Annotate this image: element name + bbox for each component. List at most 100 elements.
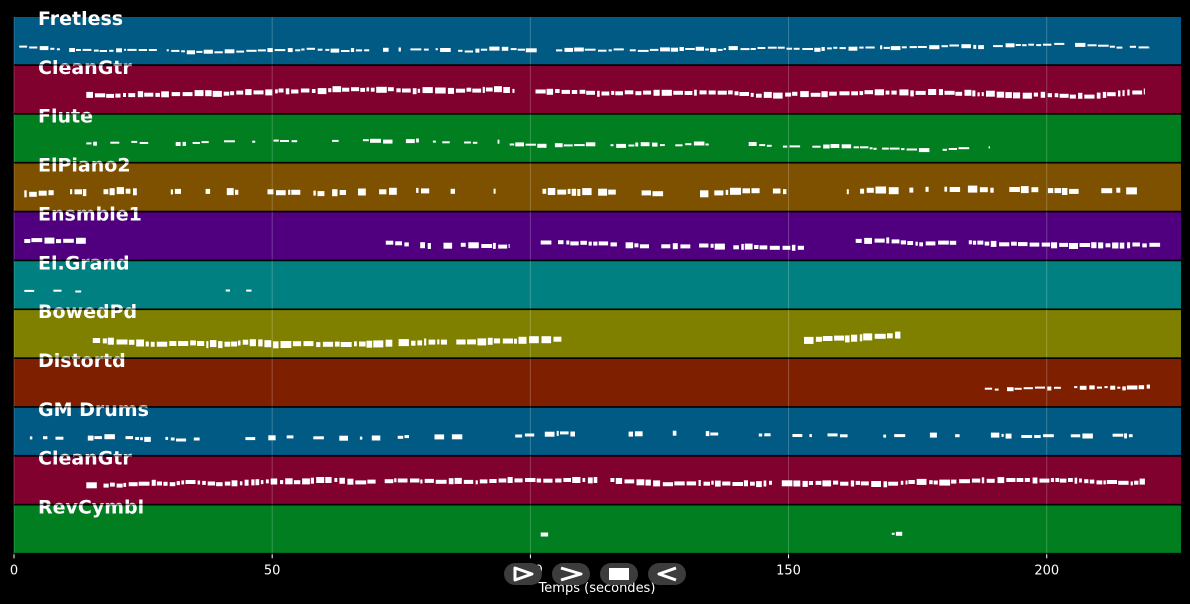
note: [593, 477, 598, 483]
note: [672, 430, 677, 436]
note: [514, 338, 517, 344]
track-name-label: El.Grand: [38, 252, 130, 274]
note: [417, 88, 421, 93]
note: [86, 91, 93, 98]
note: [1074, 477, 1078, 484]
note: [285, 88, 290, 95]
note: [397, 435, 404, 439]
note: [524, 433, 535, 437]
note: [138, 481, 150, 486]
note: [116, 339, 128, 345]
note: [468, 242, 479, 249]
note: [812, 145, 821, 148]
note: [808, 481, 813, 485]
note: [110, 141, 120, 144]
note: [87, 435, 94, 441]
track-lane: [14, 17, 1181, 65]
note: [1098, 242, 1104, 249]
note: [643, 90, 652, 95]
note: [417, 340, 423, 346]
note: [1128, 434, 1133, 438]
track-elpiano2[interactable]: ElPiano2: [14, 155, 1181, 211]
note: [464, 50, 473, 53]
track-revcymbl[interactable]: RevCymbl: [14, 497, 1181, 553]
note: [873, 147, 877, 150]
note: [840, 481, 849, 486]
track-distortd[interactable]: Distortd: [14, 350, 1181, 407]
note: [366, 340, 373, 348]
note: [672, 243, 678, 250]
stop-button[interactable]: [600, 563, 638, 585]
note: [1029, 242, 1040, 247]
track-ensmble1[interactable]: Ensmble1: [14, 203, 1181, 260]
note: [1103, 480, 1106, 485]
note: [265, 89, 273, 96]
note: [1084, 94, 1095, 99]
fast-forward-button[interactable]: [552, 563, 590, 585]
note: [977, 240, 984, 245]
note: [292, 341, 302, 347]
note: [928, 89, 937, 95]
note: [710, 432, 719, 436]
note: [387, 87, 394, 92]
note: [103, 483, 109, 488]
note: [385, 339, 393, 347]
note: [1116, 46, 1123, 49]
play-button[interactable]: [504, 563, 542, 585]
note: [190, 340, 196, 346]
note: [918, 148, 930, 153]
note: [245, 89, 252, 96]
note: [360, 87, 365, 92]
note: [280, 480, 284, 485]
note: [1016, 478, 1024, 482]
track-name-label: Flute: [38, 106, 93, 128]
note: [389, 187, 397, 195]
note: [919, 242, 923, 247]
note: [783, 189, 787, 195]
note: [874, 333, 886, 339]
note: [225, 289, 230, 292]
note: [891, 90, 897, 95]
note: [827, 433, 838, 437]
note: [150, 341, 155, 347]
note: [977, 92, 980, 97]
note: [1142, 243, 1147, 248]
note: [882, 147, 889, 150]
note: [722, 481, 731, 486]
note: [205, 188, 211, 194]
note: [194, 90, 204, 97]
note: [915, 241, 918, 246]
track-flute[interactable]: Flute: [14, 106, 1181, 163]
rewind-button[interactable]: [648, 563, 686, 585]
note: [171, 49, 180, 52]
note: [359, 341, 366, 347]
note: [542, 188, 547, 194]
note: [373, 340, 384, 348]
note: [267, 48, 273, 53]
note: [1043, 434, 1054, 438]
track-gm-drums[interactable]: GM Drums: [14, 399, 1181, 456]
track-cleangtr[interactable]: CleanGtr: [14, 448, 1181, 504]
note: [772, 188, 781, 194]
track-cleangtr[interactable]: CleanGtr: [14, 57, 1181, 114]
note: [316, 342, 321, 348]
note: [917, 46, 927, 48]
note: [652, 142, 658, 147]
note: [332, 139, 339, 142]
note: [197, 341, 205, 346]
note: [686, 481, 697, 486]
note: [366, 87, 370, 92]
note: [1079, 243, 1091, 247]
track-bowedpd[interactable]: BowedPd: [14, 301, 1181, 358]
note: [342, 87, 350, 92]
note: [503, 87, 510, 93]
x-tick-label: 50: [264, 563, 281, 578]
track-el-grand[interactable]: El.Grand: [14, 252, 1181, 309]
note: [1054, 386, 1061, 389]
track-fretless[interactable]: Fretless: [14, 8, 1181, 65]
note: [280, 140, 289, 142]
note: [355, 49, 363, 52]
note: [494, 86, 502, 93]
note: [427, 243, 431, 249]
note: [253, 90, 264, 95]
